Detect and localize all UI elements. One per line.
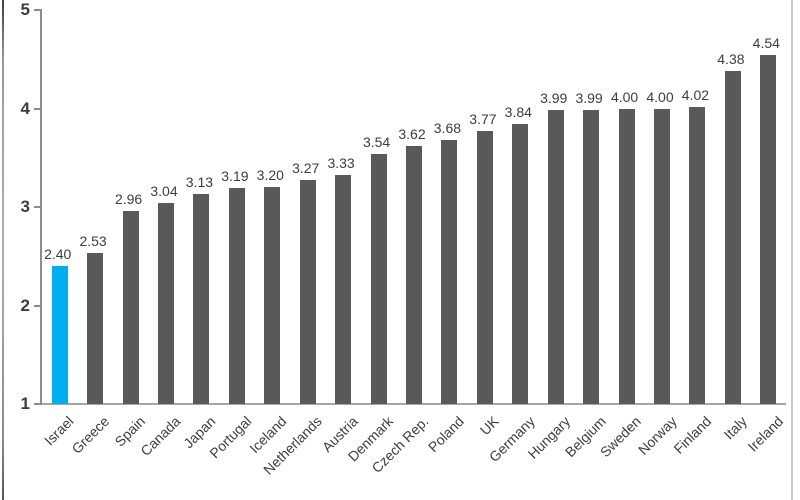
bar-portugal	[228, 188, 245, 404]
bar-value-label: 4.54	[752, 35, 780, 52]
bar-value-label: 4.00	[610, 88, 639, 105]
bar-israel	[51, 266, 68, 404]
bar-iceland	[264, 187, 281, 404]
bar-norway	[654, 108, 670, 404]
bar-sweden	[618, 108, 635, 404]
bar-value-label: 3.62	[398, 125, 426, 142]
x-axis-label: Poland	[424, 413, 467, 456]
bar-germany	[512, 124, 529, 404]
y-axis-tick-label: 5	[20, 0, 30, 19]
y-axis-tick	[34, 206, 42, 208]
right-frame-line	[791, 0, 793, 500]
x-axis-label: UK	[477, 413, 503, 439]
y-axis-tick-label: 2	[20, 295, 30, 315]
bar-ireland	[760, 55, 777, 404]
bar-uk	[476, 131, 493, 404]
bar-value-label: 3.04	[150, 183, 178, 200]
bar-hungary	[547, 109, 564, 404]
bar-value-label: 3.77	[469, 111, 497, 128]
x-axis-label: Ireland	[744, 413, 786, 455]
bar-value-label: 3.13	[185, 174, 214, 191]
y-axis-tick	[34, 304, 42, 307]
bar-canada	[158, 203, 174, 404]
left-frame-line	[2, 0, 4, 500]
bar-finland	[689, 106, 706, 404]
y-axis-tick	[34, 403, 42, 405]
bar-spain	[122, 210, 139, 404]
bar-belgium	[583, 109, 600, 404]
y-axis-tick-label: 3	[20, 197, 30, 216]
y-axis-tick-label: 4	[20, 98, 30, 118]
bar-value-label: 3.19	[221, 168, 249, 185]
bar-poland	[441, 140, 458, 404]
bar-czech-rep-	[406, 145, 422, 404]
bar-value-label: 4.02	[681, 86, 710, 103]
bar-value-label: 3.54	[362, 133, 391, 150]
bar-value-label: 4.38	[717, 51, 745, 68]
bar-value-label: 2.53	[79, 233, 107, 250]
bar-denmark	[370, 153, 387, 404]
x-axis-baseline	[34, 403, 786, 405]
bar-value-label: 3.99	[575, 89, 603, 106]
bar-austria	[335, 174, 352, 404]
bar-value-label: 3.20	[256, 167, 284, 184]
bar-value-label: 2.96	[114, 190, 143, 207]
y-axis-tick	[34, 107, 42, 110]
bar-japan	[193, 194, 210, 404]
bar-value-label: 3.84	[504, 104, 532, 121]
x-axis-label: Greece	[68, 413, 113, 457]
bar-netherlands	[299, 180, 316, 404]
y-axis-tick	[34, 9, 42, 11]
bar-value-label: 2.40	[44, 246, 72, 263]
y-axis-tick-label: 1	[20, 394, 30, 413]
x-axis-label: Norway	[634, 413, 680, 458]
bar-value-label: 3.68	[433, 120, 462, 136]
x-axis-label: Italy	[720, 413, 751, 443]
bar-value-label: 3.27	[292, 160, 320, 177]
x-axis-label: Finland	[670, 413, 715, 457]
bar-value-label: 4.00	[646, 88, 674, 105]
bar-italy	[724, 71, 741, 404]
bar-value-label: 3.99	[540, 89, 568, 106]
bar-greece	[87, 253, 104, 404]
bar-value-label: 3.33	[327, 154, 355, 171]
